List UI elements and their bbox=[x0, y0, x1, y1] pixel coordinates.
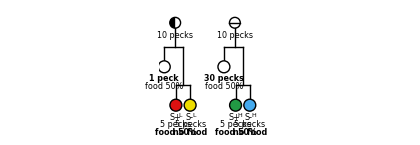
Text: 1 peck: 1 peck bbox=[150, 75, 179, 84]
Text: 10 pecks: 10 pecks bbox=[157, 31, 193, 40]
Text: food 50%: food 50% bbox=[145, 82, 184, 91]
Text: no food: no food bbox=[173, 128, 207, 137]
Text: L: L bbox=[192, 113, 196, 118]
Circle shape bbox=[158, 61, 170, 73]
Text: 5 pecks: 5 pecks bbox=[234, 120, 265, 129]
Circle shape bbox=[244, 99, 256, 111]
Text: food 50%: food 50% bbox=[205, 82, 243, 91]
Text: S+: S+ bbox=[169, 113, 181, 122]
Text: 30 pecks: 30 pecks bbox=[204, 75, 244, 84]
Circle shape bbox=[230, 99, 241, 111]
Circle shape bbox=[218, 61, 230, 73]
Text: 5 pecks: 5 pecks bbox=[175, 120, 206, 129]
Circle shape bbox=[170, 99, 182, 111]
Text: L: L bbox=[178, 113, 181, 118]
Text: 5 pecks: 5 pecks bbox=[160, 120, 192, 129]
Circle shape bbox=[184, 99, 196, 111]
Text: food 50%: food 50% bbox=[155, 128, 197, 137]
Text: 5 pecks: 5 pecks bbox=[220, 120, 251, 129]
Wedge shape bbox=[170, 17, 175, 28]
Text: food 50%: food 50% bbox=[215, 128, 257, 137]
Text: S-: S- bbox=[245, 113, 253, 122]
Text: H: H bbox=[237, 113, 242, 118]
Text: 10 pecks: 10 pecks bbox=[217, 31, 253, 40]
Text: H: H bbox=[252, 113, 256, 118]
Text: no food: no food bbox=[233, 128, 267, 137]
Text: S+: S+ bbox=[229, 113, 241, 122]
Text: S-: S- bbox=[185, 113, 193, 122]
